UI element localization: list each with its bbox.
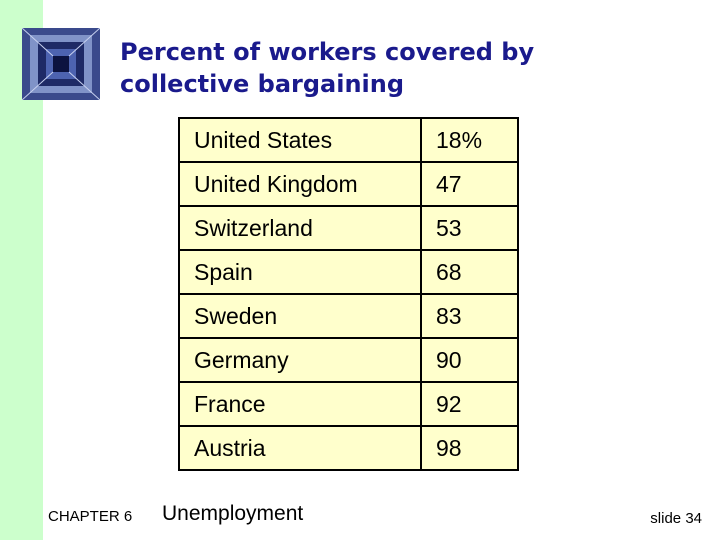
coverage-value-cell: 18%	[420, 117, 519, 163]
coverage-value-cell: 83	[420, 293, 519, 339]
country-cell: United Kingdom	[178, 161, 422, 207]
country-cell: Austria	[178, 425, 422, 471]
coverage-value-cell: 47	[420, 161, 519, 207]
coverage-value-cell: 90	[420, 337, 519, 383]
country-cell: Switzerland	[178, 205, 422, 251]
table-row: Spain 68	[178, 249, 519, 295]
country-cell: France	[178, 381, 422, 427]
coverage-table: United States 18% United Kingdom 47 Swit…	[178, 117, 519, 471]
country-cell: Germany	[178, 337, 422, 383]
table-row: Sweden 83	[178, 293, 519, 339]
slide-number: slide 34	[650, 510, 702, 527]
slide-title-line-1: Percent of workers covered by	[120, 38, 535, 66]
table-row: United Kingdom 47	[178, 161, 519, 207]
country-cell: Spain	[178, 249, 422, 295]
table-row: Germany 90	[178, 337, 519, 383]
table-row: Austria 98	[178, 425, 519, 471]
country-cell: United States	[178, 117, 422, 163]
table-row: Switzerland 53	[178, 205, 519, 251]
footer-chapter: CHAPTER 6	[48, 508, 133, 525]
country-cell: Sweden	[178, 293, 422, 339]
coverage-value-cell: 92	[420, 381, 519, 427]
coverage-value-cell: 98	[420, 425, 519, 471]
slide-title: Percent of workers covered by collective…	[120, 36, 680, 100]
footer-topic: Unemployment	[162, 502, 304, 525]
table-row: United States 18%	[178, 117, 519, 163]
coverage-value-cell: 53	[420, 205, 519, 251]
table-row: France 92	[178, 381, 519, 427]
slide-title-line-2: collective bargaining	[120, 70, 405, 98]
coverage-value-cell: 68	[420, 249, 519, 295]
logo	[22, 28, 100, 100]
